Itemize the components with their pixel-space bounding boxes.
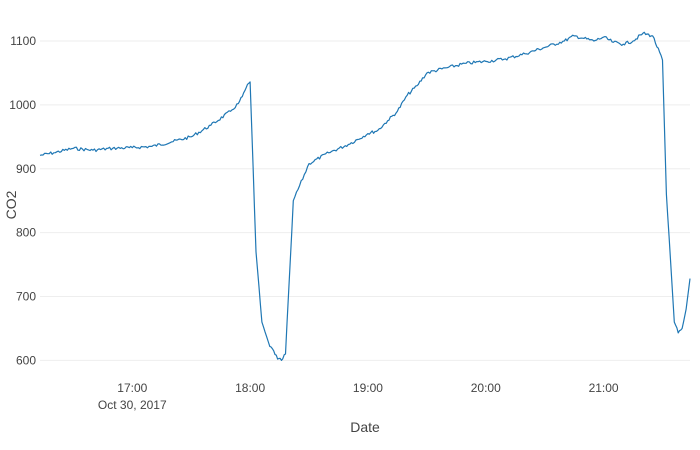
x-tick-label-2: 19:00	[353, 381, 383, 395]
x-axis-title: Date	[350, 419, 380, 435]
x-tick-label-3: 20:00	[471, 381, 501, 395]
series-line-0	[39, 31, 691, 361]
y-tick-label-0: 600	[16, 353, 36, 367]
y-tick-label-5: 1100	[10, 34, 36, 48]
y-axis-ticks: 600 700 800 900 1000 1100	[9, 34, 36, 367]
x-tick-label-4: 21:00	[589, 381, 619, 395]
series-layer	[39, 31, 691, 361]
x-axis-ticks: 17:00 Oct 30, 2017 18:00 19:00 20:00 21:00	[98, 381, 619, 412]
y-tick-label-3: 900	[16, 162, 36, 176]
x-tick-label-1: 18:00	[235, 381, 265, 395]
y-axis-title: CO2	[3, 190, 19, 219]
x-tick-label-0: 17:00	[117, 381, 147, 395]
y-tick-label-4: 1000	[9, 98, 36, 112]
y-tick-label-1: 700	[16, 290, 36, 304]
x-tick-sublabel-0: Oct 30, 2017	[98, 398, 167, 412]
y-tick-label-2: 800	[16, 226, 36, 240]
grid	[40, 40, 690, 361]
